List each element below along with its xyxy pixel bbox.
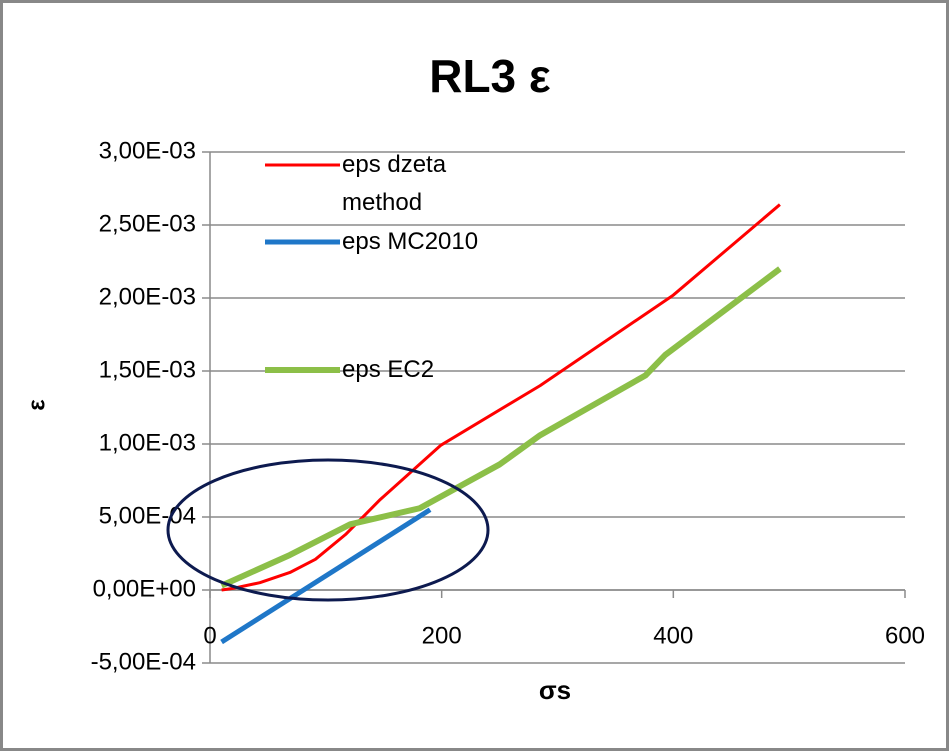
legend-label: eps dzeta method [342, 151, 447, 216]
x-axis-label: σs [539, 675, 571, 705]
legend-entry: eps EC2 [342, 356, 435, 383]
legend-entry: eps MC2010 [342, 228, 479, 255]
x-tick-label: 400 [653, 622, 693, 649]
grid: 3,00E-03 2,50E-03 2,00E-03 1,50E-03 1,00E-03… [91, 137, 925, 675]
series-line [221, 203, 781, 592]
x-tick-label: 200 [422, 622, 462, 649]
chart-title: RL3 ε [429, 50, 551, 102]
series-line [220, 507, 432, 645]
x-tick-label: 600 [885, 622, 925, 649]
y-tick-label: 2,50E-03 [99, 210, 196, 237]
y-tick-label: 1,50E-03 [99, 356, 196, 383]
highlight-ellipse [166, 458, 490, 602]
y-tick-label: 1,00E-03 [99, 429, 196, 456]
y-tick-label: -5,00E-04 [91, 648, 196, 675]
legend: eps dzeta method eps MC2010 eps EC2 [265, 151, 479, 383]
legend-entry: eps dzeta method [342, 151, 447, 216]
y-tick-label: 2,00E-03 [99, 283, 196, 310]
series-line [220, 266, 782, 589]
x-tick-label: 0 [203, 622, 216, 649]
legend-label: eps MC2010 [342, 228, 479, 255]
y-tick-label: 0,00E+00 [93, 575, 196, 602]
y-axis-label: ε [23, 399, 50, 410]
y-tick-label: 5,00E-04 [99, 502, 196, 529]
lines [220, 203, 782, 645]
legend-label: eps EC2 [342, 356, 435, 383]
y-tick-label: 3,00E-03 [99, 137, 196, 164]
